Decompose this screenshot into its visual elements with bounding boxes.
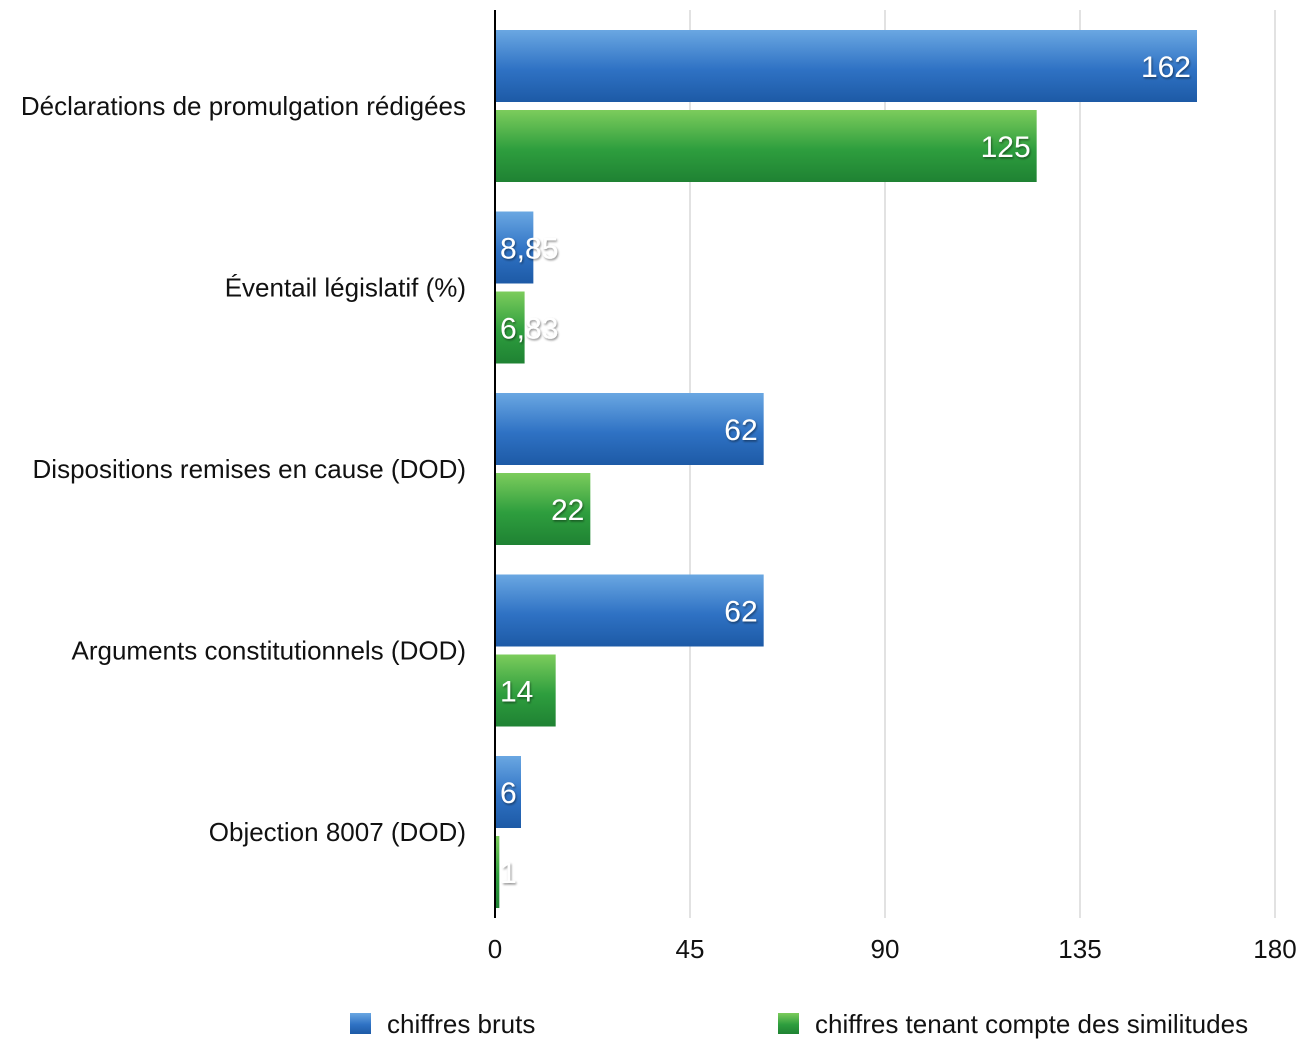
bar-chiffres-bruts [495,211,534,284]
data-label: 14 [500,676,533,709]
x-tick-label: 180 [1253,934,1296,964]
category-label: Arguments constitutionnels (DOD) [72,636,466,666]
legend-label: chiffres bruts [387,1009,535,1039]
data-label: 8,85 [500,233,558,266]
category-label: Objection 8007 (DOD) [209,817,466,847]
x-tick-label: 0 [488,934,502,964]
data-label: 1 [500,857,517,890]
data-label: 22 [551,494,584,527]
legend: chiffres bruts chiffres tenant compte des… [350,1009,1248,1039]
data-label: 6 [500,777,517,810]
data-label: 62 [724,596,757,629]
bar-chiffres-similitudes [495,473,591,545]
category-label: Déclarations de promulgation rédigées [21,91,466,121]
bars [495,30,1197,908]
data-label: 125 [981,131,1031,164]
bar-chiffres-similitudes [495,110,1037,182]
bar-chiffres-bruts [495,756,521,828]
data-label: 62 [724,414,757,447]
legend-swatch [778,1013,799,1034]
legend-label: chiffres tenant compte des similitudes [815,1009,1248,1039]
x-tick-label: 90 [871,934,900,964]
bar-chiffres-bruts [495,574,764,647]
x-tick-label: 135 [1058,934,1101,964]
x-tick-label: 45 [676,934,705,964]
category-label: Dispositions remises en cause (DOD) [33,454,466,484]
bar-chiffres-bruts [495,393,764,465]
legend-swatch [350,1013,371,1034]
data-label: 6,83 [500,313,558,346]
category-label: Éventail législatif (%) [225,273,466,303]
data-label: 162 [1141,51,1191,84]
bar-chiffres-bruts [495,30,1197,102]
bar-chiffres-similitudes [495,291,525,364]
bar-chiffres-similitudes [495,836,500,908]
bar-chiffres-similitudes [495,654,556,727]
